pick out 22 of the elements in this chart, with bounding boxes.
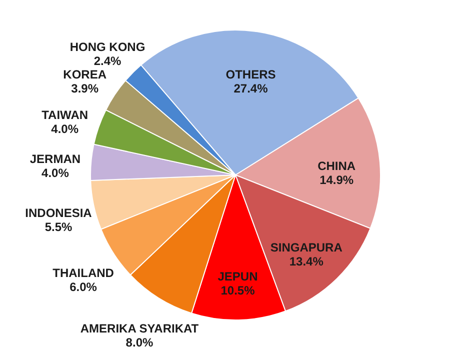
slice-label: KOREA bbox=[63, 68, 107, 82]
data-label: 13.4% bbox=[289, 254, 324, 269]
slice-label: OTHERS bbox=[226, 68, 276, 82]
data-label: 3.9% bbox=[71, 82, 99, 96]
slice-label: TAIWAN bbox=[42, 108, 88, 122]
data-label: 5.5% bbox=[44, 220, 72, 234]
data-label: 6.0% bbox=[70, 280, 98, 294]
slice-label: SINGAPURA bbox=[270, 240, 343, 255]
data-label: 14.9% bbox=[320, 172, 354, 187]
data-label: 27.4% bbox=[234, 82, 268, 96]
slice-label: CHINA bbox=[318, 158, 356, 173]
data-label: 4.0% bbox=[51, 122, 79, 136]
slice-label: JEPUN bbox=[218, 269, 258, 284]
slice-label: HONG KONG bbox=[70, 40, 146, 54]
data-label: 10.5% bbox=[220, 283, 256, 298]
data-label: 8.0% bbox=[126, 335, 154, 350]
data-label: 2.4% bbox=[94, 54, 122, 68]
data-label: 4.0% bbox=[42, 166, 70, 180]
slice-label: THAILAND bbox=[52, 266, 114, 280]
slice-label: AMERIKA SYARIKAT bbox=[80, 321, 200, 336]
slice-label: INDONESIA bbox=[25, 206, 92, 220]
slice-label: JERMAN bbox=[30, 152, 81, 166]
